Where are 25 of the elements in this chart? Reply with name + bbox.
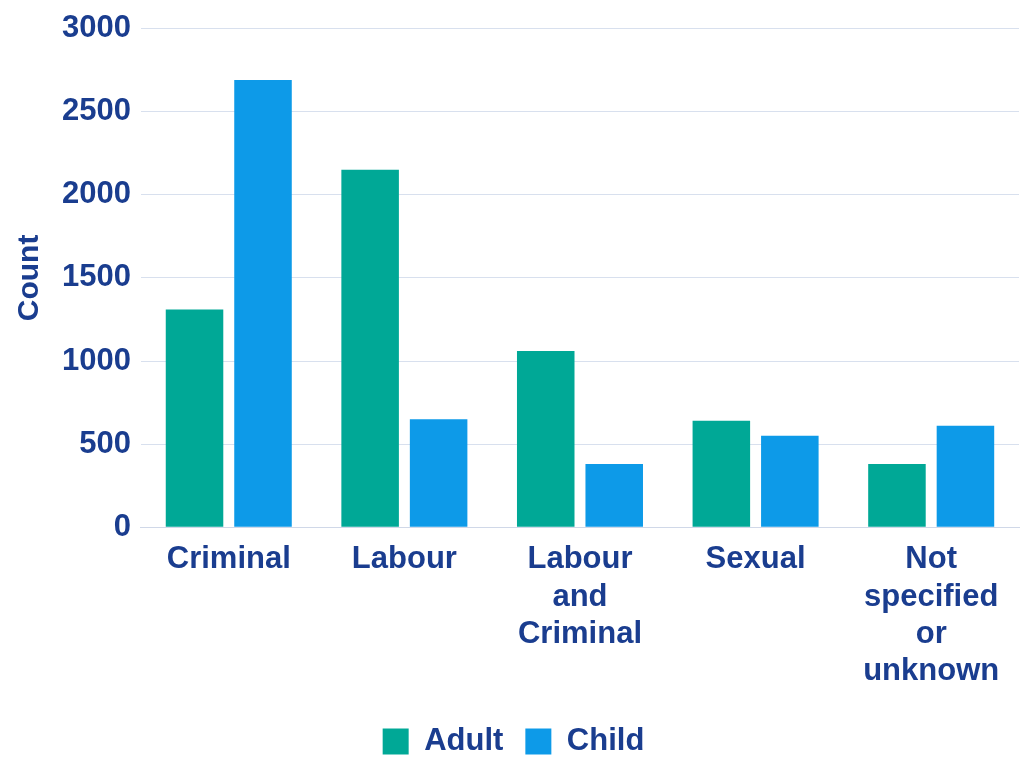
bar [165,309,224,527]
y-axis-title: Count [11,234,45,322]
x-tick-label: Sexual [705,540,806,576]
bar [936,425,995,527]
bar [761,435,819,527]
bar [234,80,292,527]
bar [585,464,643,527]
y-tick-label: 1000 [61,341,131,377]
y-tick-label: 1500 [61,258,131,294]
y-tick-label: 0 [113,507,131,543]
y-tick-label: 2000 [61,175,131,211]
legend-label: Adult [424,722,504,758]
x-tick-label: Criminal [166,540,291,576]
bar [868,464,926,527]
y-tick-label: 3000 [61,9,131,45]
legend-label: Child [566,722,645,758]
x-tick-label: Labour [351,540,457,576]
x-tick-label: Labour and Criminal [517,540,642,650]
bar [516,351,575,527]
bar [341,169,399,527]
bar [692,420,751,527]
y-tick-label: 2500 [61,92,131,128]
x-tick-label: Not specified or unknown [863,540,1000,687]
y-tick-label: 500 [79,424,131,460]
bar [409,419,468,527]
